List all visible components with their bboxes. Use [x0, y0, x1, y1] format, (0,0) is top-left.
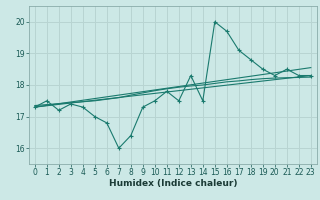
X-axis label: Humidex (Indice chaleur): Humidex (Indice chaleur)	[108, 179, 237, 188]
